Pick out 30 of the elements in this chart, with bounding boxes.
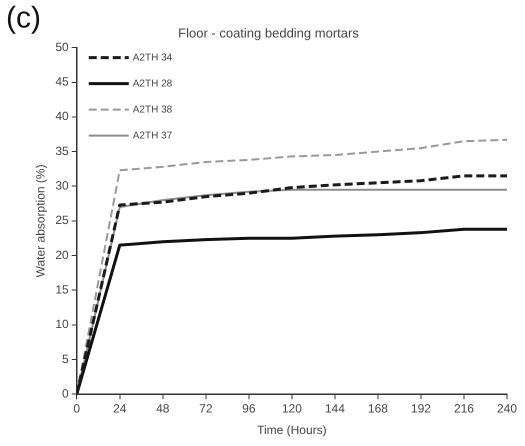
- y-axis-title: Water absorption (%): [34, 164, 48, 278]
- x-tick-label: 0: [73, 402, 80, 416]
- legend-label: A2TH 34: [132, 52, 173, 64]
- y-tick-label: 35: [55, 144, 70, 158]
- y-tick-label: 50: [55, 40, 70, 54]
- y-tick-label: 15: [55, 282, 70, 297]
- x-tick-label: 192: [410, 402, 432, 416]
- y-tick-label: 10: [55, 317, 70, 332]
- y-tick-label: 30: [55, 178, 70, 193]
- x-tick-label: 24: [113, 402, 127, 416]
- x-axis-title: Time (Hours): [257, 423, 327, 438]
- y-tick-label: 25: [55, 213, 70, 228]
- y-tick-label: 40: [55, 109, 70, 124]
- x-tick-label: 48: [156, 402, 170, 416]
- x-tick-label: 120: [282, 402, 302, 416]
- y-tick-label: 20: [55, 248, 70, 262]
- x-tick-label: 144: [324, 402, 346, 416]
- legend-label: A2TH 38: [132, 104, 173, 116]
- y-tick-label: 5: [62, 352, 70, 366]
- x-tick-label: 240: [496, 402, 518, 416]
- legend-label: A2TH 37: [132, 130, 173, 142]
- y-tick-label: 0: [62, 386, 70, 401]
- x-tick-label: 72: [199, 402, 213, 416]
- y-tick-label: 45: [55, 74, 70, 89]
- chart-title: Floor - coating bedding mortars: [178, 25, 360, 40]
- text: (c): [6, 1, 41, 34]
- x-tick-label: 168: [368, 402, 388, 416]
- x-tick-label: 96: [242, 402, 256, 416]
- x-tick-label: 216: [454, 402, 474, 416]
- legend-label: A2TH 28: [132, 78, 173, 90]
